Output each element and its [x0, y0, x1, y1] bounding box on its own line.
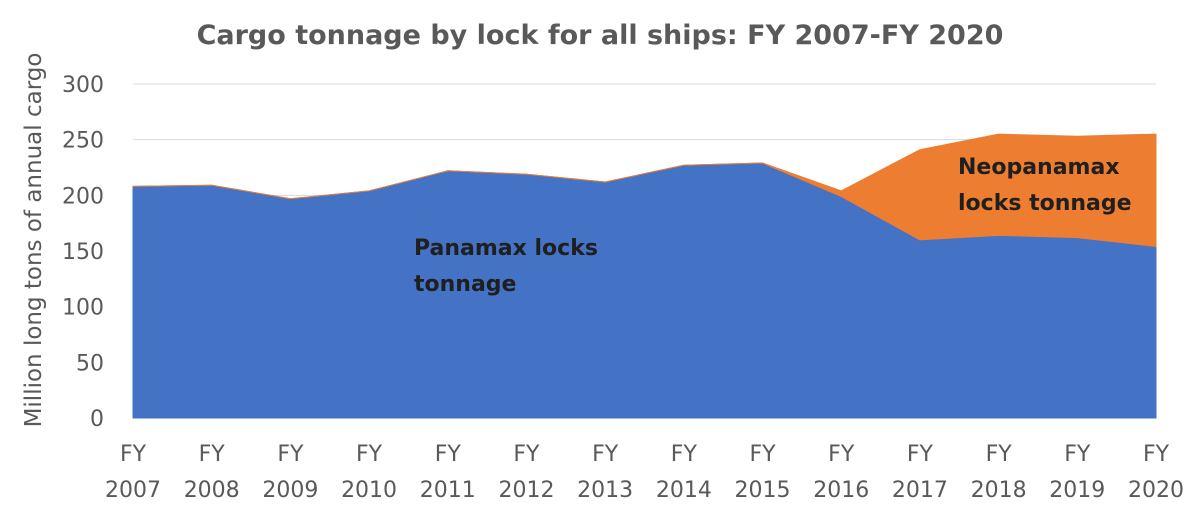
y-axis-ticks: 0 50 100 150 200 250 300: [62, 73, 104, 432]
x-tick-label: FY 2007: [105, 442, 161, 503]
neopanamax-annotation: Neopanamax locks tonnage: [958, 155, 1132, 216]
x-tick-label-line: FY: [907, 442, 934, 467]
x-tick-label-line: 2008: [184, 478, 240, 503]
x-tick-label: FY 2009: [262, 442, 318, 503]
x-tick-label: FY 2008: [184, 442, 240, 503]
y-tick-label-0: 0: [90, 407, 104, 432]
y-tick-label-150: 150: [62, 240, 104, 265]
x-tick-label-line: 2012: [498, 478, 554, 503]
x-tick-label-line: 2007: [105, 478, 161, 503]
x-tick-label-line: 2014: [656, 478, 712, 503]
plot-area: [132, 133, 1157, 419]
area-series-1: [132, 133, 1157, 247]
x-tick-label: FY 2016: [813, 442, 869, 503]
x-tick-label-line: 2013: [577, 478, 633, 503]
x-tick-label-line: FY: [513, 442, 540, 467]
x-tick-label: FY 2020: [1128, 442, 1184, 503]
x-tick-label-line: FY: [828, 442, 855, 467]
x-tick-label-line: 2018: [971, 478, 1027, 503]
x-tick-label-line: FY: [749, 442, 776, 467]
x-tick-label-line: FY: [1143, 442, 1170, 467]
x-tick-label: FY 2010: [341, 442, 397, 503]
neopanamax-annotation-line-1: Neopanamax: [958, 155, 1120, 180]
x-tick-label-line: 2017: [892, 478, 948, 503]
panamax-annotation-line-1: Panamax locks: [414, 236, 598, 261]
y-tick-label-50: 50: [76, 351, 104, 376]
x-tick-label-line: 2020: [1128, 478, 1184, 503]
x-tick-label: FY 2015: [735, 442, 791, 503]
x-tick-label-line: 2019: [1049, 478, 1105, 503]
y-tick-label-100: 100: [62, 296, 104, 321]
x-tick-label-line: 2010: [341, 478, 397, 503]
x-tick-label: FY 2017: [892, 442, 948, 503]
x-tick-label-line: FY: [277, 442, 304, 467]
x-axis-ticks: FY 2007 FY 2008 FY 2009 FY 2010 FY 2011 FY 2012 FY 20…: [105, 442, 1184, 503]
x-tick-label: FY 2014: [656, 442, 712, 503]
x-tick-label-line: FY: [435, 442, 462, 467]
x-tick-label-line: FY: [592, 442, 619, 467]
x-tick-label-line: FY: [356, 442, 383, 467]
x-tick-label-line: FY: [671, 442, 698, 467]
y-tick-label-300: 300: [62, 73, 104, 98]
neopanamax-annotation-line-2: locks tonnage: [958, 191, 1132, 216]
x-tick-label: FY 2013: [577, 442, 633, 503]
x-tick-label-line: FY: [199, 442, 226, 467]
x-tick-label-line: FY: [1064, 442, 1091, 467]
x-tick-label: FY 2011: [420, 442, 476, 503]
y-tick-label-200: 200: [62, 184, 104, 209]
x-tick-label: FY 2018: [971, 442, 1027, 503]
x-tick-label: FY 2012: [498, 442, 554, 503]
panamax-annotation-line-2: tonnage: [414, 272, 516, 297]
x-tick-label-line: 2009: [262, 478, 318, 503]
x-tick-label: FY 2019: [1049, 442, 1105, 503]
chart-title: Cargo tonnage by lock for all ships: FY …: [197, 20, 1004, 51]
x-tick-label-line: 2011: [420, 478, 476, 503]
x-tick-label-line: 2015: [735, 478, 791, 503]
y-axis-label: Million long tons of annual cargo: [21, 53, 47, 428]
x-tick-label-line: FY: [120, 442, 147, 467]
x-tick-label-line: FY: [986, 442, 1013, 467]
y-tick-label-250: 250: [62, 129, 104, 154]
panamax-annotation: Panamax locks tonnage: [414, 236, 606, 297]
x-tick-label-line: 2016: [813, 478, 869, 503]
